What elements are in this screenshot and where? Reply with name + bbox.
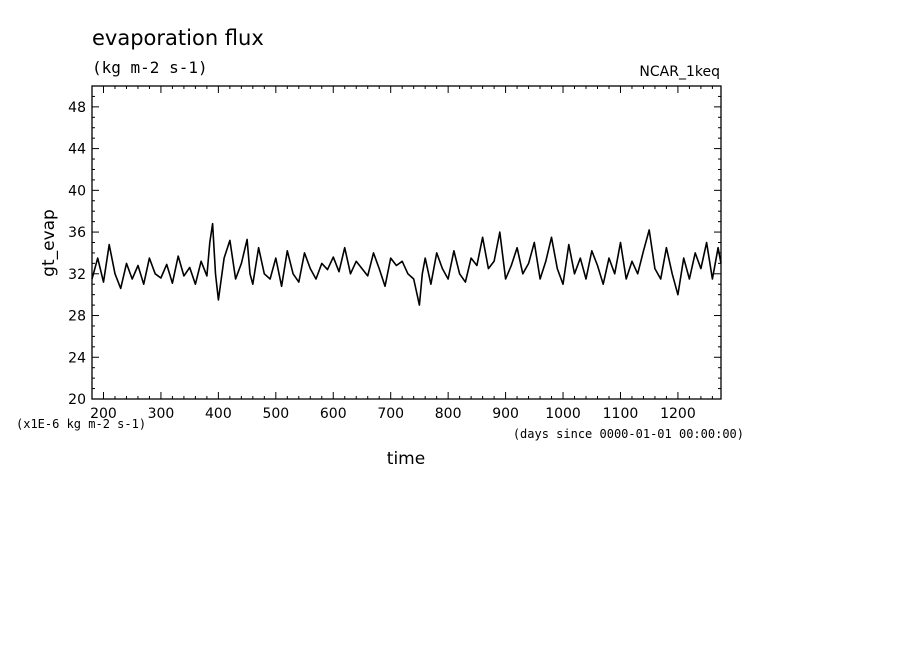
y-tick-label: 20: [68, 392, 86, 408]
axis-ticks: [91, 85, 721, 400]
x-tick-label: 400: [205, 406, 232, 422]
y-tick-label: 48: [68, 100, 86, 116]
x-tick-label: 1100: [603, 406, 639, 422]
y-tick-label: 44: [68, 142, 86, 158]
x-tick-label: 700: [377, 406, 404, 422]
x-tick-label: 300: [148, 406, 175, 422]
y-units-label: (x1E-6 kg m-2 s-1): [16, 417, 146, 431]
x-tick-label: 800: [435, 406, 462, 422]
x-tick-label: 200: [90, 406, 117, 422]
series-line: [91, 222, 722, 306]
y-axis-label: gt_evap: [39, 209, 59, 277]
x-tick-label: 900: [492, 406, 519, 422]
x-tick-label: 500: [262, 406, 289, 422]
x-units-label: (days since 0000-01-01 00:00:00): [513, 427, 744, 441]
y-tick-label: 28: [68, 309, 86, 325]
y-tick-label: 32: [68, 267, 86, 283]
x-tick-label: 1200: [660, 406, 696, 422]
run-label: NCAR_1keq: [639, 64, 720, 80]
x-tick-label: 600: [320, 406, 347, 422]
plot-frame: [91, 85, 722, 400]
y-tick-label: 40: [68, 183, 86, 199]
chart-title: evaporation flux: [92, 26, 264, 50]
y-tick-label: 36: [68, 225, 86, 241]
tick-labels: 20 24 28 32 36 40 44 48 200 300 400 500 600 700 800 900…: [68, 100, 696, 422]
chart-subtitle: (kg m-2 s-1): [92, 58, 208, 77]
x-axis-label: time: [387, 449, 425, 469]
x-tick-label: 1000: [545, 406, 581, 422]
y-tick-label: 24: [68, 350, 86, 366]
